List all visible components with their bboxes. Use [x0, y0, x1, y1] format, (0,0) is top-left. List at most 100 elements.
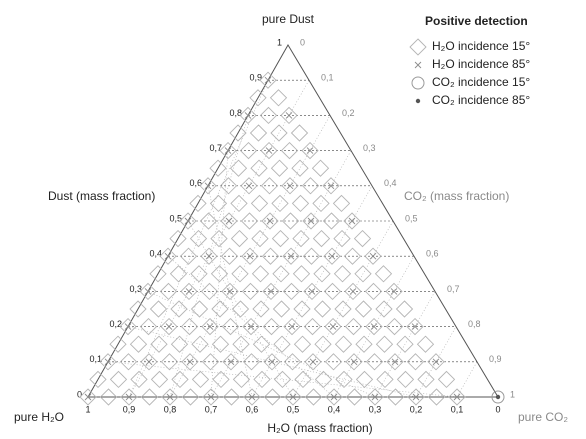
point [189, 194, 207, 213]
point [313, 265, 331, 283]
point [365, 317, 383, 336]
point [179, 212, 197, 230]
point [144, 288, 152, 295]
point [262, 282, 280, 301]
point [140, 388, 159, 406]
dust-tick-label: 0,4 [149, 249, 162, 259]
point [491, 390, 505, 404]
point [323, 282, 342, 301]
point [211, 335, 230, 353]
point [185, 288, 193, 295]
point [303, 317, 322, 336]
point [329, 323, 337, 330]
point [109, 335, 127, 353]
point [260, 177, 279, 195]
point [99, 388, 118, 406]
point [124, 323, 132, 330]
point [221, 317, 240, 336]
point [250, 159, 268, 177]
point [324, 317, 342, 336]
point [220, 247, 239, 265]
h2o-tick-label: 0,4 [328, 404, 341, 414]
h2o-tick-label: 1 [85, 404, 90, 414]
point [129, 335, 148, 353]
point [453, 393, 461, 401]
point [200, 282, 219, 301]
point [290, 124, 309, 142]
point [284, 388, 302, 406]
point [283, 353, 302, 371]
point [312, 229, 331, 248]
point [209, 194, 228, 213]
co2-grid-line [210, 150, 352, 398]
point [199, 212, 218, 230]
point [270, 124, 288, 142]
point [345, 353, 363, 371]
point [332, 194, 351, 213]
point [166, 393, 174, 401]
h2o-axis-label: H₂O (mass fraction) [267, 421, 372, 435]
point [164, 252, 172, 260]
legend-label: H₂O incidence 15° [432, 39, 530, 53]
point [225, 217, 233, 225]
point [273, 335, 291, 353]
co2-tick-label: 0,7 [447, 284, 460, 294]
point [251, 265, 270, 283]
h2o-tick-label: 0,7 [205, 404, 218, 414]
point [181, 388, 200, 406]
point [169, 229, 187, 248]
point [240, 212, 259, 230]
point [282, 282, 301, 301]
point [343, 212, 361, 230]
point [242, 317, 260, 336]
point [210, 265, 229, 283]
point [186, 358, 194, 366]
co2-grid-line [292, 220, 394, 398]
point [252, 300, 270, 318]
point [354, 300, 373, 318]
point [120, 388, 138, 406]
point [302, 212, 320, 230]
point [246, 252, 254, 260]
point [293, 300, 311, 318]
point [407, 388, 425, 406]
point [349, 288, 357, 295]
left-corner-label: pure H₂O [14, 410, 64, 424]
h2o-tick-label: 0 [495, 404, 500, 414]
point [309, 358, 317, 366]
co2-tick-label: 0 [300, 37, 305, 47]
point [307, 217, 315, 225]
point [241, 282, 260, 301]
point [385, 282, 403, 301]
point [179, 247, 198, 265]
h2o-tick-label: 0,6 [246, 404, 259, 414]
dust-tick-label: 0,8 [229, 108, 242, 118]
point [334, 300, 352, 318]
point [335, 370, 353, 389]
dust-tick-label: 0,7 [209, 143, 222, 153]
point [181, 353, 199, 371]
point [242, 353, 261, 371]
point [355, 335, 373, 353]
point [159, 282, 178, 301]
point [343, 247, 362, 265]
point [245, 182, 253, 190]
point [273, 370, 292, 389]
point [221, 282, 239, 301]
point [264, 76, 272, 84]
point [293, 335, 312, 353]
h2o-tick-label: 0,5 [287, 404, 300, 414]
point [139, 317, 158, 336]
point [210, 229, 228, 248]
point [169, 265, 188, 283]
point [200, 247, 218, 265]
co2-tick-label: 0,8 [468, 319, 481, 329]
point [353, 229, 372, 248]
dust-axis-label: Dust (mass fraction) [48, 189, 155, 203]
point [240, 177, 258, 195]
point [437, 370, 456, 389]
point [244, 112, 252, 119]
point [370, 323, 378, 330]
point [171, 370, 189, 389]
point [189, 229, 208, 248]
